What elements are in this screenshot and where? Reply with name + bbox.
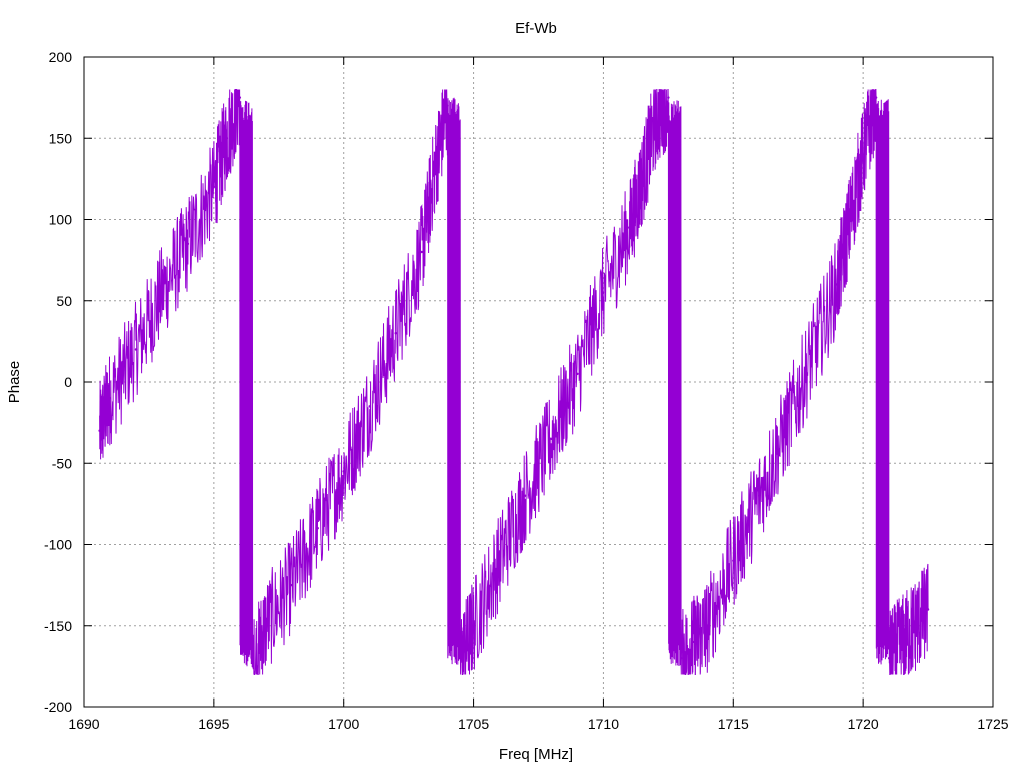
phase-data-point (926, 608, 930, 611)
phase-data-point (784, 429, 787, 432)
phase-data-point (524, 494, 527, 497)
phase-data-point (667, 96, 670, 99)
phase-data-point (654, 120, 657, 124)
phase-data-point (758, 494, 761, 497)
phase-data-point (290, 583, 293, 587)
phase-data-point (394, 332, 397, 335)
phase-data-point (342, 470, 345, 473)
x-tick-label: 1695 (198, 716, 229, 732)
phase-data-point (913, 624, 917, 627)
x-tick-label: 1720 (848, 716, 879, 732)
phase-data-point (602, 291, 605, 294)
phase-data-point (420, 250, 423, 254)
phase-series-line (99, 89, 929, 675)
x-tick-label: 1705 (458, 716, 489, 732)
axis-ticks (83, 56, 994, 708)
phase-data-point (706, 624, 709, 627)
phase-data-point (693, 640, 696, 644)
phase-data-point (134, 348, 138, 351)
phase-data-point (186, 242, 190, 246)
phase-data-point (861, 153, 865, 156)
y-tick-label: -150 (44, 618, 72, 634)
phase-data-point (368, 405, 371, 408)
y-tick-label: -200 (44, 699, 72, 715)
data-layer (98, 89, 930, 675)
phase-data-point (550, 437, 553, 441)
x-tick-label: 1690 (68, 716, 99, 732)
x-axis-tick-labels: 1690 1695 1700 1705 1710 1715 1720 1725 (68, 716, 1008, 732)
x-tick-label: 1725 (977, 716, 1008, 732)
phase-data-point (887, 657, 891, 660)
x-tick-label: 1715 (718, 716, 749, 732)
y-axis-tick-labels: -200 -150 -100 -50 0 50 100 150 200 (44, 49, 72, 715)
phase-data-point (810, 356, 813, 359)
y-tick-label: 0 (64, 374, 72, 390)
phase-data-point (498, 559, 501, 562)
y-axis-label: Phase (6, 361, 23, 404)
phase-data-point (459, 657, 462, 660)
phase-data-point (433, 169, 436, 172)
x-tick-label: 1700 (328, 716, 359, 732)
phase-data-point (225, 137, 229, 140)
x-tick-label: 1710 (588, 716, 619, 732)
phase-data-point (680, 657, 683, 660)
phase-data-point (264, 624, 267, 627)
y-tick-label: -100 (44, 537, 72, 553)
phase-data-point (98, 429, 101, 432)
phase-data-point (835, 283, 839, 286)
y-tick-label: 200 (49, 49, 73, 65)
phase-data-point (316, 527, 319, 530)
y-tick-label: 50 (56, 293, 72, 309)
phase-data-point (251, 665, 255, 668)
y-tick-label: 100 (49, 212, 73, 228)
phase-data-point (446, 104, 449, 107)
phase-data-point (160, 291, 164, 294)
phase-data-point (628, 226, 631, 229)
phase-data-point (108, 397, 112, 400)
phase-data-point (732, 559, 735, 562)
phase-data-point (212, 185, 216, 189)
y-tick-label: -50 (52, 455, 72, 471)
phase-data-point (576, 372, 579, 376)
y-tick-label: 150 (49, 130, 73, 146)
phase-data-point (900, 640, 904, 644)
phase-data-point (472, 624, 475, 627)
phase-data-point (874, 96, 878, 99)
phase-data-point (848, 218, 852, 221)
phase-data-point (238, 96, 242, 99)
chart-title: Ef-Wb (515, 20, 557, 37)
x-axis-label: Freq [MHz] (499, 746, 573, 763)
phase-data-point (641, 177, 644, 181)
